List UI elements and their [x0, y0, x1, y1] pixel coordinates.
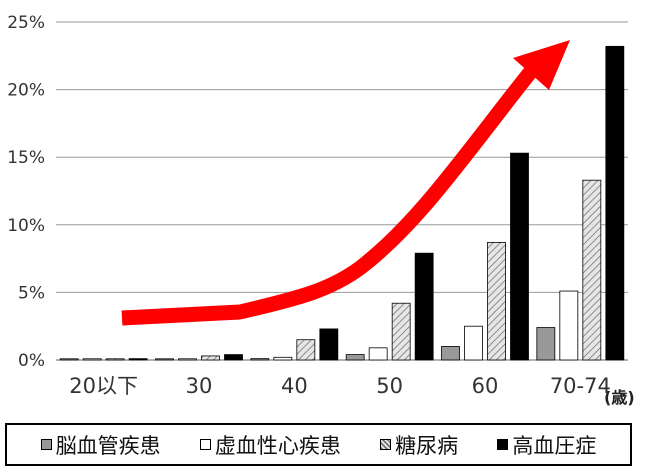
bar: [582, 179, 602, 361]
bar: [155, 358, 174, 361]
bar: [559, 290, 579, 361]
x-tick-label: 20以下: [69, 374, 138, 398]
legend-swatch: [497, 439, 509, 450]
x-tick-label: 30: [186, 374, 213, 398]
legend-item: 虚血性心疾患: [199, 430, 341, 460]
y-tick-label: 15%: [7, 148, 45, 168]
legend-item: 脳血管疾患: [40, 430, 161, 460]
bar: [414, 252, 434, 361]
x-tick-label: 70-74: [550, 374, 611, 398]
bar: [250, 358, 270, 361]
trend-arrow-shaft: [121, 65, 538, 326]
bars: [59, 45, 625, 361]
x-tick-label: 50: [376, 374, 403, 398]
legend-item: 高血圧症: [497, 430, 596, 460]
x-tick-label: 60: [472, 374, 499, 398]
bar: [368, 347, 388, 361]
legend-label: 高血圧症: [512, 433, 597, 458]
bar: [296, 339, 316, 361]
x-axis-unit: (歳): [604, 388, 635, 407]
bar: [345, 354, 365, 361]
bar: [319, 328, 339, 361]
bar: [487, 241, 506, 361]
bar: [441, 346, 460, 361]
bar: [82, 358, 102, 361]
x-axis-ticks: 20以下 30 40 50 60 70-74: [69, 374, 611, 398]
bar: [128, 358, 148, 361]
bar: [536, 327, 556, 361]
y-tick-label: 10%: [7, 216, 45, 236]
bar: [105, 358, 125, 361]
y-tick-label: 0%: [18, 351, 45, 371]
bar: [273, 356, 293, 361]
y-tick-label: 20%: [7, 81, 45, 101]
bar: [510, 152, 529, 361]
y-axis-ticks: 0% 5% 15% 10% 20% 25%: [7, 13, 45, 371]
y-tick-label: 25%: [7, 13, 45, 33]
chart: 0% 5% 15% 10% 20% 25% 20以下 30 40 50 60 70-74 (歳): [7, 13, 635, 407]
bar: [224, 354, 243, 361]
gridlines: [56, 21, 628, 361]
legend-swatch: [199, 439, 211, 450]
x-tick-label: 40: [281, 374, 308, 398]
legend-item: 糖尿病: [380, 430, 458, 460]
bar: [464, 325, 483, 361]
legend-label: 虚血性心疾患: [214, 433, 341, 458]
trend-arrow: [121, 40, 570, 326]
legend-label: 脳血管疾患: [55, 433, 161, 458]
y-tick-label: 5%: [18, 283, 45, 303]
legend-label: 糖尿病: [395, 433, 459, 458]
legend-swatch: [40, 439, 52, 450]
bar: [178, 358, 197, 361]
bar: [605, 45, 625, 361]
legend: 脳血管疾患 虚血性心疾患 糖尿病 高血圧症: [5, 423, 632, 466]
bar: [391, 302, 411, 361]
trend-arrow-head: [513, 40, 570, 90]
bar: [201, 355, 220, 361]
legend-swatch: [380, 439, 392, 450]
bar: [59, 358, 79, 361]
